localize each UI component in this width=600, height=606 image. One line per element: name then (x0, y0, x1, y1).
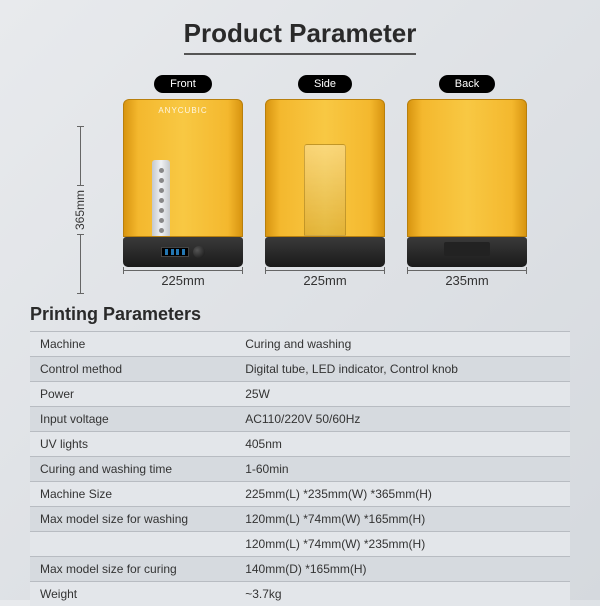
spec-value: Curing and washing (235, 332, 570, 357)
height-label: 365mm (73, 190, 87, 230)
spec-value: 140mm(D) *165mm(H) (235, 557, 570, 582)
view-front: Front ANYCUBIC 225mm (123, 75, 243, 288)
table-row: Weight~3.7kg (30, 582, 570, 606)
spec-key: Machine (30, 332, 235, 357)
spec-key: Power (30, 382, 235, 407)
spec-key: UV lights (30, 432, 235, 457)
spec-value: 225mm(L) *235mm(W) *365mm(H) (235, 482, 570, 507)
table-row: Max model size for washing120mm(L) *74mm… (30, 507, 570, 532)
spec-value: 1-60min (235, 457, 570, 482)
spec-value: 120mm(L) *74mm(W) *165mm(H) (235, 507, 570, 532)
brand-text: ANYCUBIC (124, 106, 242, 115)
view-label: Back (439, 75, 495, 93)
spec-key: Machine Size (30, 482, 235, 507)
table-row: Power25W (30, 382, 570, 407)
width-label: 225mm (161, 273, 204, 288)
spec-key: Weight (30, 582, 235, 606)
specs-heading: Printing Parameters (30, 304, 570, 325)
device-illustration (407, 99, 527, 267)
table-row: Curing and washing time1-60min (30, 457, 570, 482)
product-views-row: 365mm Front ANYCUBIC 225mm Side 225mm Back 235… (30, 75, 570, 294)
view-label: Side (298, 75, 352, 93)
width-label: 235mm (445, 273, 488, 288)
spec-value: 405nm (235, 432, 570, 457)
table-row: UV lights405nm (30, 432, 570, 457)
view-back: Back 235mm (407, 75, 527, 288)
spec-key: Curing and washing time (30, 457, 235, 482)
width-label: 225mm (303, 273, 346, 288)
table-row: Max model size for curing140mm(D) *165mm… (30, 557, 570, 582)
spec-key: Max model size for curing (30, 557, 235, 582)
view-label: Front (154, 75, 212, 93)
spec-value: 120mm(L) *74mm(W) *235mm(H) (235, 532, 570, 557)
table-row: 120mm(L) *74mm(W) *235mm(H) (30, 532, 570, 557)
spec-value: ~3.7kg (235, 582, 570, 606)
spec-value: AC110/220V 50/60Hz (235, 407, 570, 432)
spec-key: Input voltage (30, 407, 235, 432)
table-row: Input voltageAC110/220V 50/60Hz (30, 407, 570, 432)
device-illustration (265, 99, 385, 267)
device-illustration: ANYCUBIC (123, 99, 243, 267)
table-row: MachineCuring and washing (30, 332, 570, 357)
table-row: Control methodDigital tube, LED indicato… (30, 357, 570, 382)
spec-key (30, 532, 235, 557)
spec-key: Control method (30, 357, 235, 382)
page-title: Product Parameter (184, 18, 417, 55)
height-dimension: 365mm (73, 126, 87, 294)
spec-table: MachineCuring and washingControl methodD… (30, 331, 570, 606)
spec-key: Max model size for washing (30, 507, 235, 532)
view-side: Side 225mm (265, 75, 385, 288)
spec-value: 25W (235, 382, 570, 407)
spec-value: Digital tube, LED indicator, Control kno… (235, 357, 570, 382)
table-row: Machine Size225mm(L) *235mm(W) *365mm(H) (30, 482, 570, 507)
